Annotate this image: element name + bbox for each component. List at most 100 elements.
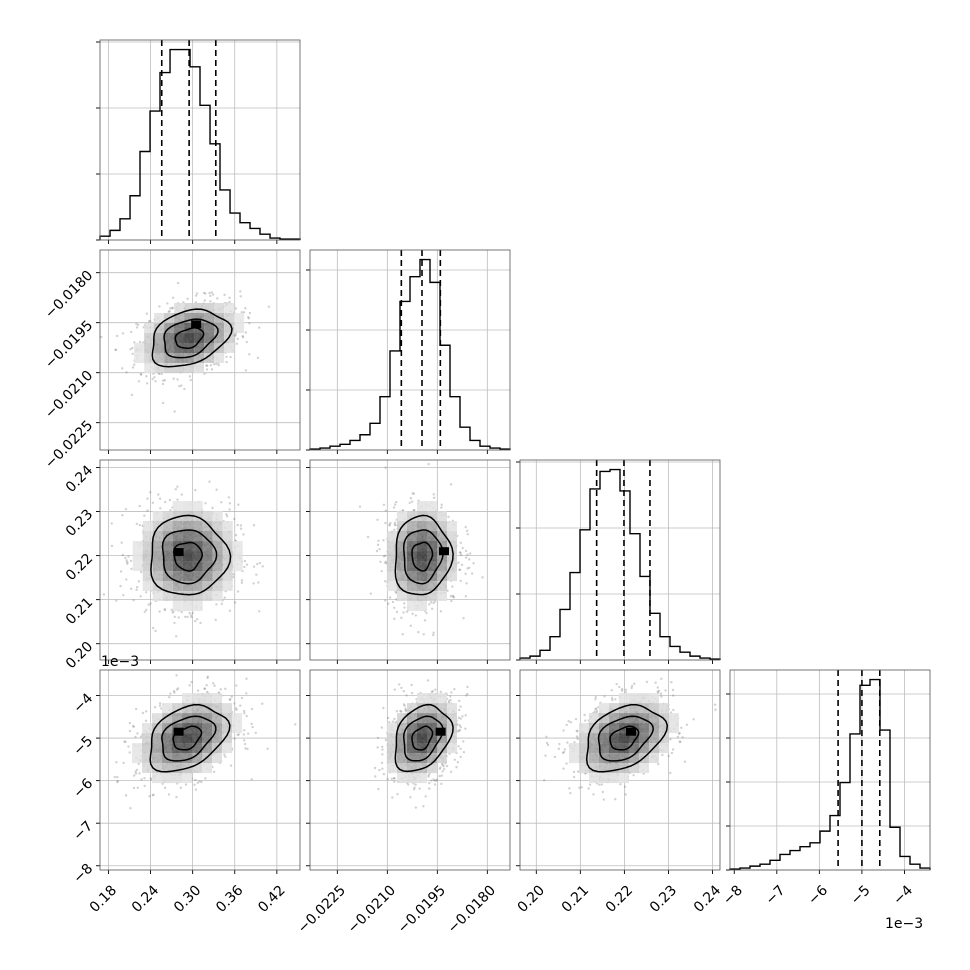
scatter-point — [258, 326, 261, 329]
density-cell — [172, 501, 183, 512]
density-cell — [417, 551, 427, 562]
scatter-point — [391, 720, 395, 723]
scatter-point — [163, 608, 167, 612]
scatter-point — [180, 384, 183, 387]
scatter-point — [149, 777, 152, 780]
scatter-point — [191, 611, 194, 615]
scatter-point — [402, 611, 405, 614]
density-cell — [192, 511, 203, 522]
y-tick-label-p3: −8 — [70, 861, 96, 887]
scatter-point — [461, 715, 464, 718]
scatter-point — [189, 378, 192, 382]
scatter-point — [225, 360, 228, 364]
scatter-point — [224, 687, 227, 691]
scatter-point — [461, 546, 464, 550]
scatter-point — [422, 633, 425, 636]
density-cell — [202, 551, 213, 562]
scatter-point — [450, 599, 453, 603]
density-cell — [212, 521, 223, 532]
scatter-point — [151, 794, 155, 797]
scatter-point — [154, 629, 157, 633]
scatter-point — [464, 556, 468, 559]
scatter-point — [464, 549, 468, 553]
scatter-point — [374, 775, 377, 778]
scatter-point — [464, 595, 468, 598]
scatter-point — [145, 591, 148, 594]
scatter-point — [100, 335, 103, 339]
scatter-point — [384, 509, 388, 512]
scatter-point — [128, 729, 132, 733]
scatter-point — [145, 382, 149, 385]
scatter-point — [464, 572, 467, 576]
density-cell — [152, 753, 163, 764]
density-cell — [427, 561, 437, 572]
scatter-point — [234, 707, 238, 710]
density-cell — [182, 551, 193, 562]
scatter-point — [403, 606, 406, 609]
density-cell — [222, 743, 233, 754]
scatter-point — [196, 689, 200, 692]
density-cell — [202, 693, 213, 704]
density-cell — [407, 591, 417, 602]
scatter-point — [457, 716, 461, 720]
scatter-point — [394, 590, 397, 594]
density-cell — [212, 733, 223, 744]
scatter-point — [173, 621, 176, 625]
scatter-point — [409, 624, 412, 628]
scatter-point — [158, 702, 162, 705]
density-cell — [447, 561, 457, 572]
scatter-point — [242, 311, 246, 314]
density-cell — [192, 743, 203, 754]
density-cell — [184, 333, 195, 343]
scatter-point — [439, 690, 442, 694]
scatter-point — [194, 488, 197, 492]
scatter-point — [183, 387, 186, 391]
scatter-point — [136, 585, 139, 589]
density-cell — [417, 541, 427, 552]
density-cell — [144, 353, 155, 363]
contour-level-2 — [163, 318, 219, 359]
scatter-point — [110, 522, 113, 525]
scatter-point — [234, 307, 238, 310]
density-cell — [172, 541, 183, 552]
scatter-point — [115, 761, 118, 764]
scatter-point — [440, 503, 443, 506]
density-cell — [184, 353, 195, 363]
scatter-point — [216, 297, 219, 300]
scatter-point — [245, 340, 248, 344]
density-cell — [172, 581, 183, 592]
density-cell — [132, 743, 143, 754]
density-cell — [214, 323, 225, 333]
density-cell — [182, 581, 193, 592]
density-cell — [164, 363, 175, 373]
scatter-point — [132, 363, 136, 366]
contour-level-3 — [150, 514, 232, 596]
density-cell — [154, 333, 165, 343]
scatter-point — [257, 581, 260, 584]
scatter-point — [146, 497, 149, 500]
density-cell — [144, 363, 155, 373]
panel-frame — [99, 459, 301, 661]
scatter-point — [391, 600, 395, 604]
scatter-point — [250, 778, 253, 781]
scatter-point — [243, 565, 246, 569]
scatter-point — [193, 783, 196, 787]
density-cell — [142, 541, 153, 552]
scatter-point — [139, 595, 142, 598]
scatter-point — [267, 305, 271, 308]
scatter-point — [122, 593, 125, 597]
scatter-point — [233, 601, 237, 604]
density-cell — [174, 343, 185, 353]
scatter-point — [154, 380, 157, 383]
scatter-point — [167, 310, 170, 314]
scatter-point — [140, 778, 143, 781]
scatter-point — [378, 768, 381, 772]
scatter-point — [208, 480, 211, 483]
contour-level-3 — [394, 514, 454, 596]
scatter-point — [433, 783, 437, 786]
scatter-point — [211, 293, 215, 296]
scatter-point — [386, 777, 389, 781]
scatter-point — [205, 364, 209, 367]
scatter-point — [151, 501, 155, 504]
scatter-point — [194, 294, 198, 297]
